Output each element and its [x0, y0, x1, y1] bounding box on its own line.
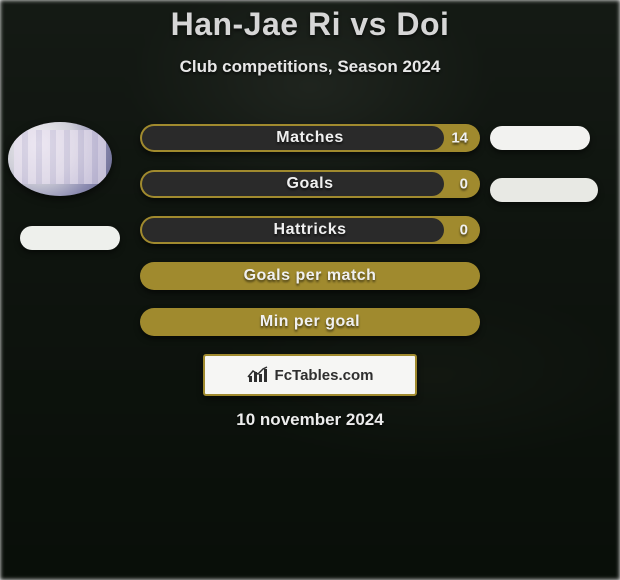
stat-bar-goals: Goals 0 — [140, 170, 480, 198]
stat-value: 0 — [460, 222, 468, 239]
brand-text: FcTables.com — [275, 367, 374, 384]
player-left-name-pill — [20, 226, 120, 250]
page-subtitle: Club competitions, Season 2024 — [0, 57, 620, 77]
bar-chart-icon — [247, 366, 269, 384]
stat-bar-matches: Matches 14 — [140, 124, 480, 152]
stat-bar-gpm: Goals per match — [140, 262, 480, 290]
stat-value: 14 — [451, 130, 468, 147]
page-title: Han-Jae Ri vs Doi — [0, 0, 620, 43]
date-stamp: 10 november 2024 — [236, 410, 383, 430]
player-right-pill-2 — [490, 178, 598, 202]
brand-box[interactable]: FcTables.com — [203, 354, 417, 396]
card: Han-Jae Ri vs Doi Club competitions, Sea… — [0, 0, 620, 580]
player-left-photo — [8, 122, 112, 196]
stat-label: Matches — [276, 129, 344, 147]
stat-bar-mpg: Min per goal — [140, 308, 480, 336]
stat-bar-hattricks: Hattricks 0 — [140, 216, 480, 244]
stat-label: Hattricks — [274, 221, 347, 239]
player-right-pill-1 — [490, 126, 590, 150]
stat-label: Min per goal — [260, 313, 360, 331]
stat-label: Goals per match — [244, 267, 377, 285]
stat-label: Goals — [287, 175, 334, 193]
stat-bars: Matches 14 Goals 0 Hattricks 0 Goals per… — [140, 124, 480, 354]
stat-value: 0 — [460, 176, 468, 193]
